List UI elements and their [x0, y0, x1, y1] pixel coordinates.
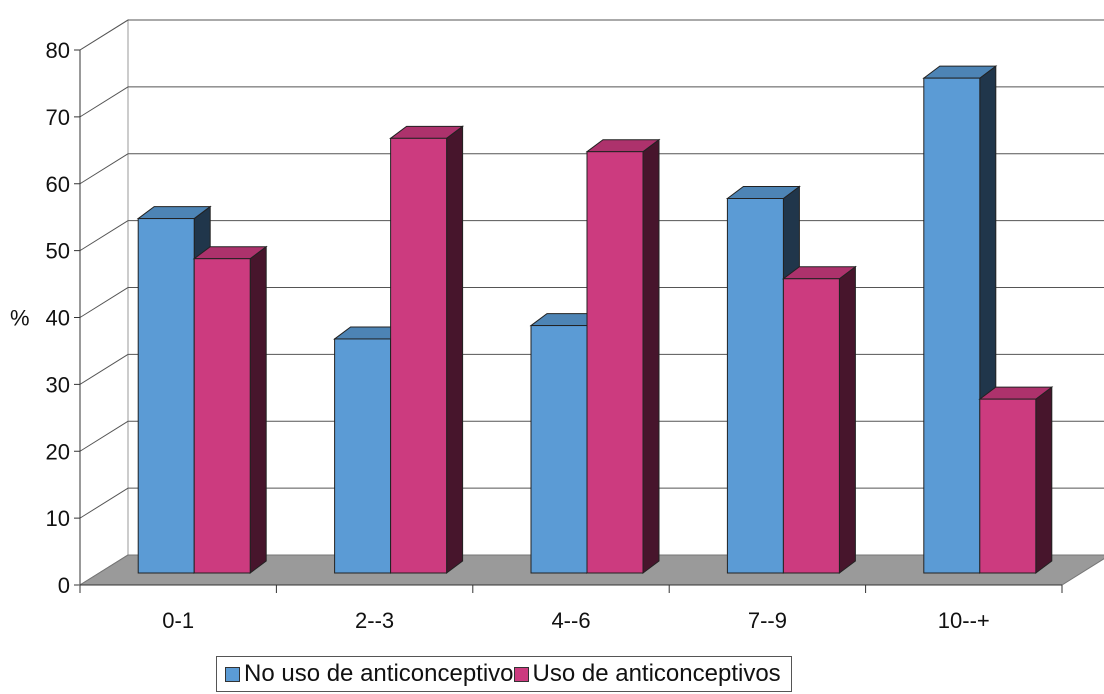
bar	[781, 265, 857, 574]
bar-side	[446, 125, 464, 574]
y-tick-label: 70	[46, 105, 70, 130]
bar	[389, 125, 465, 574]
gridline	[79, 86, 1104, 118]
bar-side	[249, 245, 267, 574]
x-tick-label: 2--3	[355, 608, 394, 633]
legend-label-no-uso: No uso de anticonceptivo	[244, 660, 514, 687]
legend-item-uso: Uso de anticonceptivos	[513, 660, 781, 688]
bars	[136, 65, 1054, 574]
legend-label-uso: Uso de anticonceptivos	[532, 660, 781, 687]
bar-front	[193, 258, 251, 574]
y-tick-label: 0	[58, 573, 70, 598]
y-tick-label: 30	[46, 372, 70, 397]
y-tick-label: 80	[46, 38, 70, 63]
bar-front	[923, 77, 981, 574]
bar-front	[726, 198, 784, 574]
y-tick-label: 50	[46, 239, 70, 264]
legend: No uso de anticonceptivo Uso de anticonc…	[216, 656, 792, 692]
bar	[725, 185, 801, 574]
bar-side	[642, 138, 660, 574]
x-tick-label: 4--6	[551, 608, 590, 633]
x-tick-label: 10--+	[938, 608, 990, 633]
bar	[585, 138, 661, 574]
bar	[922, 65, 998, 574]
bar-front	[530, 325, 588, 574]
legend-swatch-uso	[513, 666, 529, 682]
legend-item-no-uso: No uso de anticonceptivo	[225, 660, 514, 688]
bar	[192, 245, 268, 574]
bar-front	[137, 218, 195, 574]
bar-side	[838, 265, 856, 574]
y-tick-label: 40	[46, 306, 70, 331]
gridline	[79, 153, 1104, 185]
y-axis-label: %	[10, 306, 30, 331]
x-axis: 0-1 2--3 4--6 7--9 10--+	[79, 584, 1063, 633]
bar-side	[1035, 386, 1053, 574]
bar-front	[390, 137, 448, 574]
y-axis: 0 10 20 30 40 50 60 70 80	[46, 38, 81, 598]
y-tick-label: 10	[46, 506, 70, 531]
bar	[978, 386, 1054, 574]
x-tick-label: 0-1	[162, 608, 194, 633]
gridline	[79, 19, 1104, 51]
y-tick-label: 20	[46, 439, 70, 464]
legend-swatch-no-uso	[225, 666, 240, 682]
x-tick-label: 7--9	[748, 608, 787, 633]
bar-front	[586, 151, 644, 574]
y-tick-label: 60	[46, 172, 70, 197]
bar-front	[979, 398, 1037, 574]
bar-front	[782, 278, 840, 574]
bar-front	[334, 338, 392, 574]
